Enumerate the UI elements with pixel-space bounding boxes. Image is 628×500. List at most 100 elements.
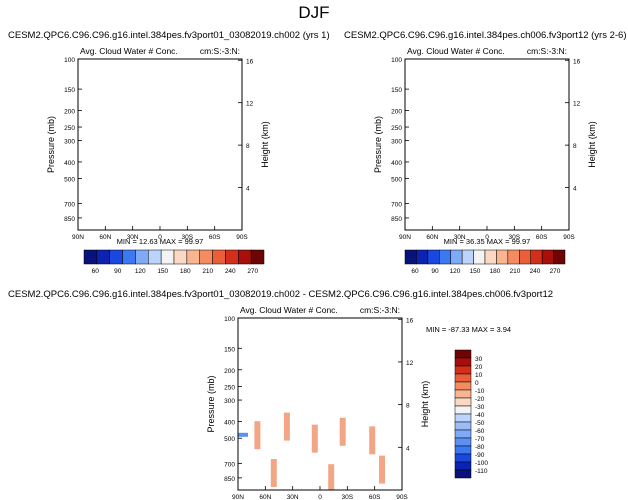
y2-axis-label: Height (km) [587,121,597,168]
panel-left-label-2: Avg. Cloud Water # Conc. [407,46,505,56]
figure-title: DJF [298,3,330,22]
colorbar-label: 90 [114,268,122,275]
y-tick-label: 250 [391,125,402,132]
colorbar-box [404,249,417,265]
diff-streak [379,455,386,484]
diff-streak [311,424,318,453]
colorbar-box [454,437,472,447]
colorbar-box [454,421,472,431]
y-tick-label: 250 [64,125,75,132]
panel-title-1: CESM2.QPC6.C96.C96.g16.intel.384pes.fv3p… [8,30,330,41]
colorbar-box [450,249,463,265]
colorbar-label: 20 [475,364,483,371]
y-tick-label: 150 [224,346,235,353]
panel-left-label-3: Avg. Cloud Water # Conc. [240,305,338,315]
plot-frame-1 [77,58,243,231]
x-tick-label: 60N [259,494,271,500]
colorbar-box [454,405,472,415]
y-tick-label: 100 [64,57,75,64]
x-tick-label: 90N [232,494,244,500]
colorbar-label: 30 [475,356,483,363]
colorbar-label: 240 [225,268,236,275]
colorbar-label: -80 [475,444,485,451]
colorbar-label: 270 [550,268,561,275]
panel-right-label-3: cm:S:-3:N: [360,305,400,315]
y-tick-label: 400 [224,420,235,427]
colorbar-label: 120 [135,268,146,275]
colorbar-box [541,249,554,265]
colorbar-label: 180 [180,268,191,275]
colorbar-box [439,249,451,265]
y2-tick-label: 8 [246,143,250,150]
colorbar-label: -50 [475,420,485,427]
panel-right-label-1: cm:S:-3:N: [200,46,240,56]
x-tick-label: 30S [509,234,521,241]
colorbar-label: 90 [431,268,439,275]
y-tick-label: 850 [391,216,402,223]
y2-tick-label: 4 [573,186,577,193]
x-tick-label: 90S [396,494,408,500]
y-tick-label: 850 [64,216,75,223]
colorbar-label: -40 [475,412,485,419]
y-axis-label: Pressure (mb) [373,116,383,173]
colorbar-label: 60 [411,268,419,275]
y-axis-label: Pressure (mb) [46,116,56,173]
y-axis-label: Pressure (mb) [206,375,216,432]
y-tick-label: 850 [224,476,235,483]
colorbar-box [83,249,98,265]
colorbar-box [186,249,200,265]
y-tick-label: 250 [224,384,235,391]
colorbar-box [454,381,472,391]
x-tick-label: 0 [318,494,322,500]
y-tick-label: 400 [64,160,75,167]
colorbar-label: 10 [475,372,483,379]
colorbar-box [238,249,252,265]
x-tick-label: 60N [426,234,438,241]
colorbar-box [454,349,472,359]
colorbar-box [553,249,566,265]
y2-axis-label: Height (km) [260,121,270,168]
colorbar-box [454,413,472,423]
y2-tick-label: 12 [246,101,254,108]
diff-streak [283,412,290,441]
y-tick-label: 100 [391,57,402,64]
colorbar-box [519,249,531,265]
colorbar-box [454,429,472,439]
min-max-stats-1: MIN = 12.63 MAX = 99.97 [117,237,204,246]
diff-negative-spot [238,432,248,437]
y2-tick-label: 4 [246,186,250,193]
colorbar-box [454,373,472,383]
x-tick-label: 0 [485,234,489,241]
x-tick-label: 60N [99,234,111,241]
y2-tick-label: 12 [406,360,414,367]
y2-tick-label: 16 [573,58,581,65]
x-tick-label: 30S [182,234,194,241]
y-tick-label: 300 [391,139,402,146]
y2-tick-label: 16 [406,317,414,324]
panel-left-label-1: Avg. Cloud Water # Conc. [80,46,178,56]
y-tick-label: 200 [224,368,235,375]
y2-tick-label: 4 [406,445,410,452]
y-tick-label: 500 [64,177,75,184]
y-tick-label: 500 [224,436,235,443]
colorbar-box [427,249,440,265]
colorbar-box [484,249,497,265]
colorbar-label: 150 [470,268,481,275]
colorbar-box [454,453,472,463]
diff-streak [339,417,346,446]
y-tick-label: 700 [64,202,75,209]
colorbar-box [173,249,188,265]
y-tick-label: 700 [391,202,402,209]
y2-tick-label: 12 [573,101,581,108]
colorbar-label: 0 [475,380,479,387]
colorbar-box [212,249,226,265]
y-tick-label: 300 [224,398,235,405]
colorbar-label: -30 [475,404,485,411]
y2-axis-label: Height (km) [420,381,430,428]
colorbar-label: -70 [475,436,485,443]
colorbar-box [416,249,429,265]
diff-streak [270,459,277,488]
y-tick-label: 400 [391,160,402,167]
min-max-stats-2: MIN = 36.35 MAX = 99.97 [444,237,531,246]
